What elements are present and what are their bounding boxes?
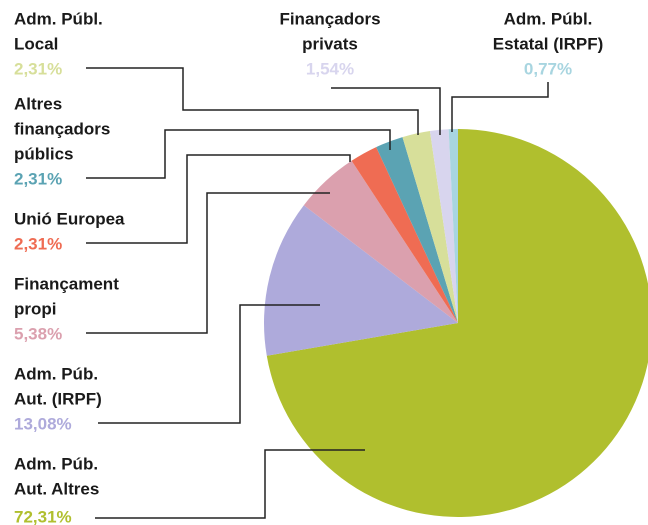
slice-label: Adm. Públ. xyxy=(14,9,103,28)
pie-slice xyxy=(448,129,458,323)
slice-label: Adm. Públ. xyxy=(504,9,593,28)
leader-line xyxy=(86,154,351,244)
pie-slice xyxy=(402,131,458,323)
leader-line xyxy=(98,304,320,424)
slice-label: Estatal (IRPF) xyxy=(493,34,604,53)
pie-slice xyxy=(351,147,458,323)
slice-value-label: 2,31% xyxy=(14,169,62,188)
slice-label: Adm. Púb. xyxy=(14,454,98,473)
leader-line xyxy=(86,192,330,334)
leader-line xyxy=(86,129,391,179)
leader-line xyxy=(86,67,419,135)
slice-label: privats xyxy=(302,34,358,53)
slice-value-label: 1,54% xyxy=(306,59,354,78)
pie-slice xyxy=(264,205,458,356)
pie-slice xyxy=(376,137,458,323)
leader-line xyxy=(331,87,441,135)
slice-label: Unió Europea xyxy=(14,209,125,228)
slice-label: Finançament xyxy=(14,274,119,293)
slice-label: Aut. (IRPF) xyxy=(14,389,102,408)
slice-value-label: 2,31% xyxy=(14,234,62,253)
slice-label: Altres xyxy=(14,94,62,113)
slice-label: Local xyxy=(14,34,58,53)
slice-label: propi xyxy=(14,299,57,318)
slice-label: públics xyxy=(14,144,74,163)
slice-value-label: 2,31% xyxy=(14,59,62,78)
pie-slice xyxy=(429,129,458,323)
pie-slice xyxy=(266,129,648,517)
slice-label: finançadors xyxy=(14,119,110,138)
slice-label: Aut. Altres xyxy=(14,479,99,498)
pie-slice xyxy=(303,160,458,323)
slice-label: Finançadors xyxy=(279,9,380,28)
leader-line xyxy=(95,449,365,519)
slice-label: Adm. Púb. xyxy=(14,364,98,383)
slice-value-label: 5,38% xyxy=(14,324,62,343)
slice-value-label: 0,77% xyxy=(524,59,572,78)
slice-value-label: 72,31% xyxy=(14,507,72,525)
leader-line xyxy=(451,82,549,132)
slice-value-label: 13,08% xyxy=(14,414,72,433)
